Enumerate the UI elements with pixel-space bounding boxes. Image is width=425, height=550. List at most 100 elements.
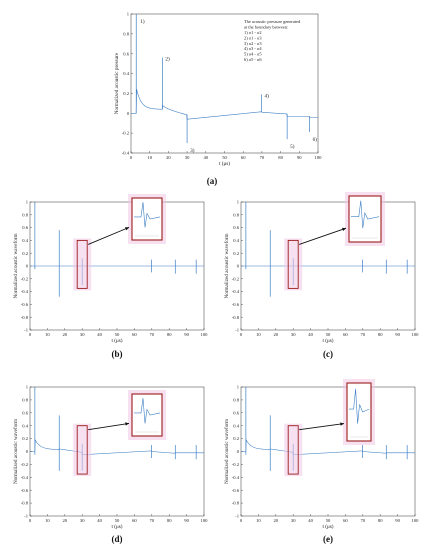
inset-waveform — [134, 398, 161, 424]
y-tick-label: -0.4 — [232, 475, 240, 480]
x-tick-label: 60 — [132, 332, 137, 337]
x-tick-label: 100 — [315, 155, 323, 160]
legend-item: 6) σ5 - σ6 — [244, 57, 262, 62]
x-axis-label: t (μs) — [112, 337, 123, 344]
x-tick-label: 60 — [241, 155, 246, 160]
arrow-head — [125, 422, 129, 426]
x-tick-label: 60 — [343, 518, 348, 523]
y-tick-label: 0.6 — [22, 225, 28, 230]
legend-item: 2) σ1 - σ3 — [244, 35, 262, 40]
y-tick-label: 0.2 — [22, 436, 28, 441]
x-tick-label: 10 — [256, 332, 261, 337]
waveform-baseline — [241, 438, 415, 456]
x-tick-label: 30 — [291, 518, 296, 523]
y-tick-label: -0.6 — [232, 488, 240, 493]
x-tick-label: 60 — [132, 518, 137, 523]
waveform-baseline — [30, 438, 204, 456]
panel-label: (d) — [112, 534, 123, 544]
y-tick-label: -0.2 — [122, 131, 130, 136]
x-tick-label: 80 — [278, 155, 283, 160]
panel-c: 0 10 20 30 40 50 60 70 80 90 100-1-0.8-0.6-0.4-0.2… — [223, 192, 419, 359]
y-tick-label: 0.4 — [233, 238, 239, 243]
x-axis-label: t (μs) — [323, 337, 334, 344]
x-tick-label: 20 — [63, 332, 68, 337]
x-tick-label: 100 — [201, 332, 209, 337]
x-tick-label: 30 — [80, 518, 85, 523]
x-tick-label: 50 — [326, 332, 331, 337]
y-tick-label: -0.2 — [232, 462, 240, 467]
y-axis-label: Normalized acoustic pressure — [114, 52, 120, 114]
zoom-arrow — [299, 423, 345, 431]
panel-label: (e) — [323, 534, 333, 544]
y-tick-label: 0.6 — [123, 51, 129, 56]
y-tick-label: -0.8 — [21, 315, 29, 320]
x-tick-label: 30 — [185, 155, 190, 160]
arrow-head — [342, 227, 346, 232]
y-tick-label: -0.2 — [232, 276, 240, 281]
y-axis-label: Normalized acoustic waveform — [223, 419, 230, 484]
y-tick-label: 0.4 — [22, 238, 28, 243]
highlight-frame — [287, 239, 299, 289]
y-tick-label: 0.8 — [123, 31, 129, 36]
x-tick-label: 70 — [361, 518, 366, 523]
zoom-arrow — [88, 422, 130, 431]
y-tick-label: 0.6 — [233, 410, 239, 415]
y-tick-label: 0.2 — [123, 91, 129, 96]
x-tick-label: 0 — [240, 332, 243, 337]
x-tick-label: 40 — [308, 518, 313, 523]
x-tick-label: 50 — [222, 155, 227, 160]
inset-waveform — [349, 388, 370, 424]
x-tick-label: 80 — [378, 332, 383, 337]
highlight-region — [284, 238, 303, 291]
x-tick-label: 100 — [412, 518, 420, 523]
arrow-head — [340, 422, 344, 426]
panel-label: (a) — [207, 176, 218, 186]
legend-item: 4) σ3 - σ4 — [244, 46, 262, 51]
y-tick-label: 0.8 — [233, 398, 239, 403]
legend-item: 5) σ4 - σ5 — [244, 52, 262, 57]
y-tick-label: 0 — [237, 264, 240, 269]
y-tick-label: 0.6 — [22, 410, 28, 415]
x-axis-label: t (μs) — [323, 523, 334, 530]
x-tick-label: 10 — [45, 518, 50, 523]
y-tick-label: -0.6 — [21, 488, 29, 493]
x-tick-label: 30 — [291, 332, 296, 337]
x-tick-label: 100 — [412, 332, 420, 337]
x-tick-label: 0 — [240, 518, 243, 523]
x-axis-label: t (μs) — [219, 160, 230, 167]
x-tick-label: 80 — [167, 518, 172, 523]
legend-title: at the boundary between: — [244, 24, 288, 29]
y-tick-label: -1 — [235, 514, 240, 519]
x-tick-label: 40 — [97, 332, 102, 337]
x-tick-label: 0 — [29, 332, 32, 337]
x-tick-label: 10 — [45, 332, 50, 337]
y-axis-label: Normalized acoustic waveform — [12, 419, 19, 484]
x-tick-label: 20 — [166, 155, 171, 160]
y-tick-label: 0.8 — [22, 212, 28, 217]
y-tick-label: 0 — [26, 264, 29, 269]
y-tick-label: 1 — [237, 385, 240, 390]
highlight-frame — [76, 425, 88, 475]
event-label: 2) — [165, 56, 170, 63]
zoom-inset — [348, 195, 382, 243]
zoom-inset — [131, 393, 163, 437]
highlight-frame — [76, 239, 88, 289]
event-label: 5) — [290, 143, 295, 150]
legend-item: 1) σ1 - σ2 — [244, 30, 262, 35]
y-tick-label: -0.4 — [21, 289, 29, 294]
inset-waveform — [134, 202, 161, 228]
y-tick-label: -0.4 — [122, 151, 130, 156]
y-tick-label: 0.8 — [22, 398, 28, 403]
y-axis-label: Normalized acoustic waveform — [223, 233, 230, 298]
zoom-arrow — [299, 227, 347, 245]
highlight-region — [73, 238, 92, 291]
x-tick-label: 30 — [80, 332, 85, 337]
y-tick-label: 0.6 — [233, 225, 239, 230]
x-tick-label: 90 — [395, 332, 400, 337]
x-tick-label: 20 — [63, 518, 68, 523]
y-tick-label: 0.4 — [123, 71, 129, 76]
x-tick-label: 0 — [29, 518, 32, 523]
y-tick-label: 0 — [127, 111, 130, 116]
x-tick-label: 70 — [150, 518, 155, 523]
x-tick-label: 90 — [395, 518, 400, 523]
